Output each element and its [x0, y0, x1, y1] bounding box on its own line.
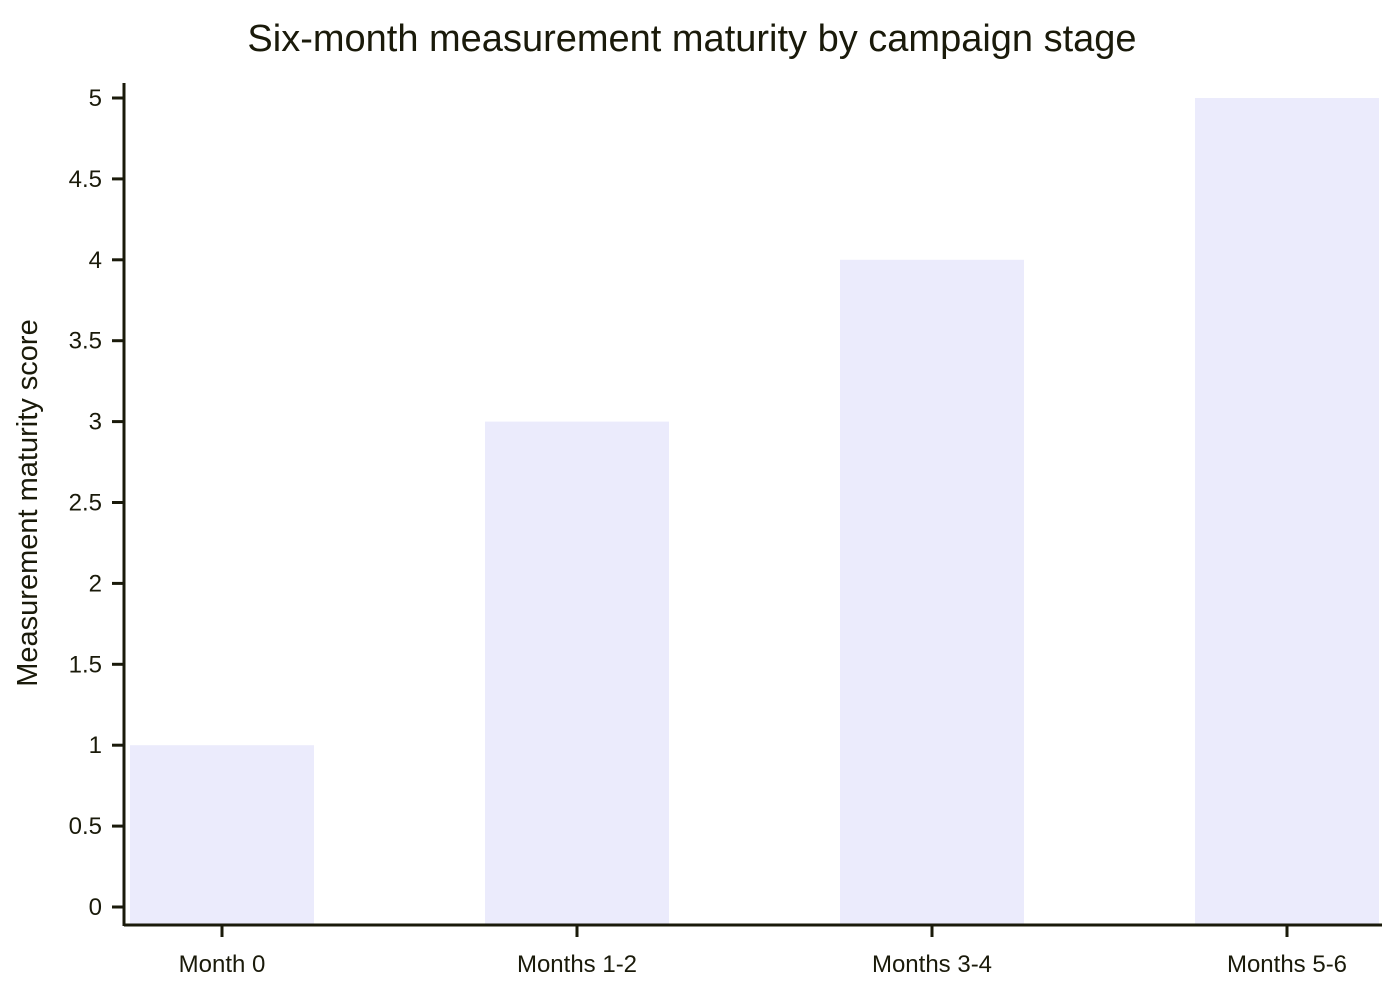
y-tick-label: 0.5 [69, 813, 102, 840]
y-tick-label: 5 [89, 85, 102, 112]
x-axis-ticks: Month 0 Months 1-2 Months 3-4 Months 5-6 [179, 925, 1347, 978]
y-tick-label: 3 [89, 409, 102, 436]
y-tick-label: 4 [89, 247, 102, 274]
y-tick-label: 0 [89, 894, 102, 921]
y-axis-ticks: 0 0.5 1 1.5 2 2.5 3 3.5 4 4.5 5 [69, 85, 124, 921]
y-axis-label: Measurement maturity score [12, 319, 44, 686]
x-tick-label: Months 3-4 [872, 951, 992, 978]
x-tick-label: Month 0 [179, 951, 266, 978]
y-tick-label: 2.5 [69, 490, 102, 517]
bar-months-5-6 [1195, 98, 1379, 924]
y-tick-label: 4.5 [69, 166, 102, 193]
x-tick-label: Months 5-6 [1227, 951, 1347, 978]
bar-month-0 [130, 745, 314, 924]
y-tick-label: 3.5 [69, 328, 102, 355]
bar-months-1-2 [485, 421, 669, 924]
chart-title: Six-month measurement maturity by campai… [247, 18, 1136, 60]
bars-group [130, 98, 1379, 924]
x-tick-label: Months 1-2 [517, 951, 637, 978]
bar-months-3-4 [840, 259, 1024, 924]
y-tick-label: 1.5 [69, 651, 102, 678]
y-tick-label: 2 [89, 570, 102, 597]
y-tick-label: 1 [89, 732, 102, 759]
